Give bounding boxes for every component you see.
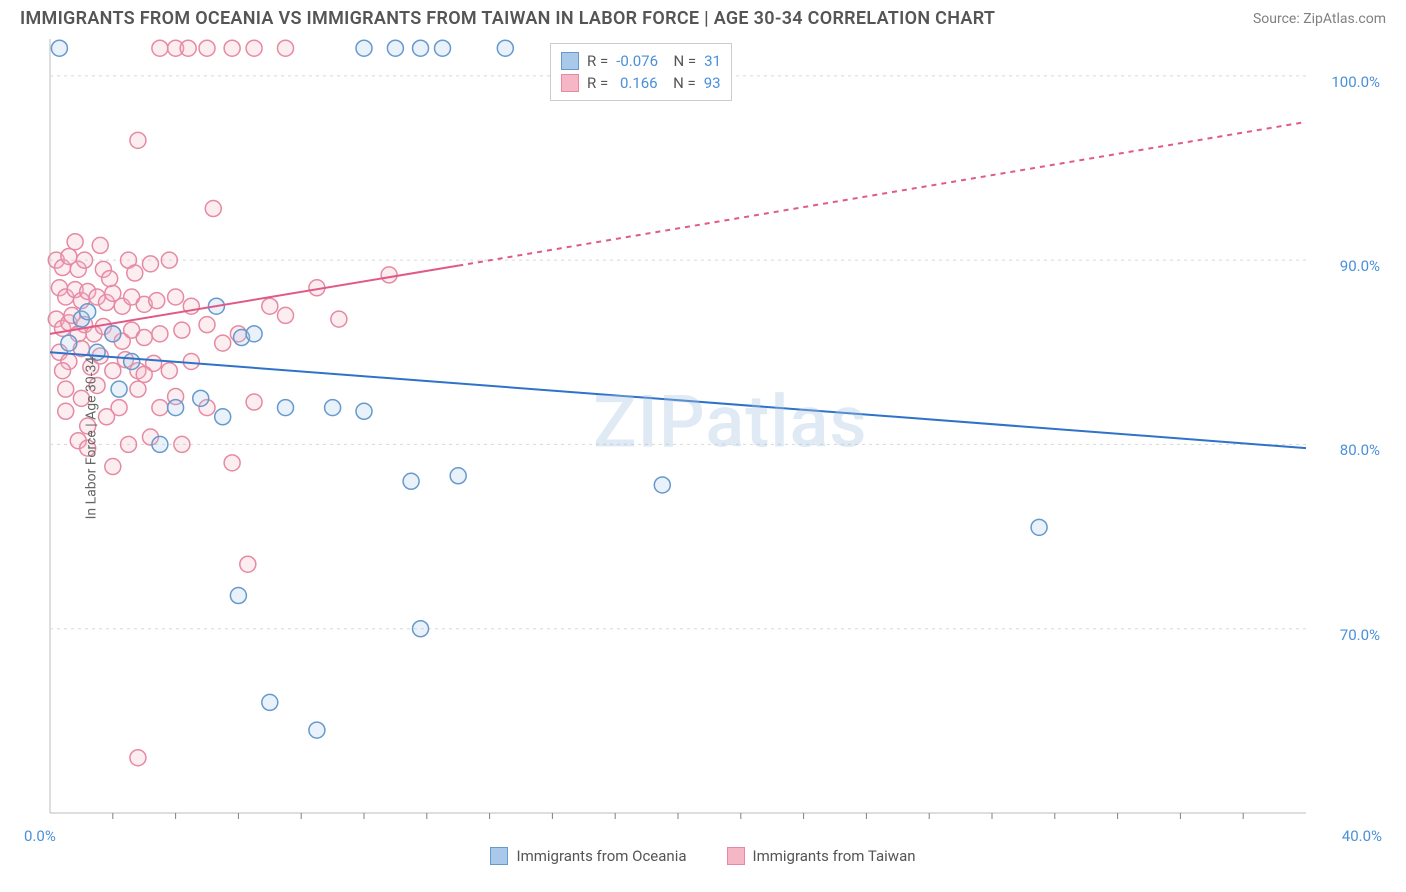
oceania-r-value: -0.076 [616,52,658,70]
stats-row-taiwan: R = 0.166 N = 93 [561,72,721,94]
stats-row-oceania: R = -0.076 N = 31 [561,50,721,72]
stats-n-label: N = [666,52,696,70]
y-axis-label: In Labor Force | Age 30-34 [83,357,99,520]
y-tick-label: 80.0% [1340,441,1380,459]
chart-header: IMMIGRANTS FROM OCEANIA VS IMMIGRANTS FR… [0,0,1406,33]
oceania-legend-swatch-icon [490,847,508,865]
scatter-chart-svg [20,33,1386,843]
oceania-legend-label: Immigrants from Oceania [516,847,686,865]
chart-source: Source: ZipAtlas.com [1253,11,1386,27]
chart-area: In Labor Force | Age 30-34 ZIPatlas R = … [20,33,1386,843]
stats-r-label: R = [587,52,608,70]
chart-legend: Immigrants from Oceania Immigrants from … [0,843,1406,865]
stats-n-label: N = [666,74,696,92]
oceania-n-value: 31 [704,52,721,70]
taiwan-legend-swatch-icon [727,847,745,865]
taiwan-legend-label: Immigrants from Taiwan [753,847,916,865]
legend-item-taiwan: Immigrants from Taiwan [727,847,916,865]
correlation-stats-box: R = -0.076 N = 31 R = 0.166 N = 93 [550,43,732,101]
taiwan-n-value: 93 [704,74,721,92]
taiwan-r-value: 0.166 [616,74,657,92]
x-axis-min-label: 0.0% [24,827,56,845]
y-tick-label: 90.0% [1340,257,1380,275]
oceania-swatch-icon [561,52,579,70]
taiwan-swatch-icon [561,74,579,92]
stats-r-label: R = [587,74,608,92]
x-axis-max-label: 40.0% [1342,827,1382,845]
y-tick-label: 100.0% [1331,73,1380,91]
y-tick-label: 70.0% [1340,626,1380,644]
legend-item-oceania: Immigrants from Oceania [490,847,686,865]
chart-title: IMMIGRANTS FROM OCEANIA VS IMMIGRANTS FR… [20,8,995,29]
